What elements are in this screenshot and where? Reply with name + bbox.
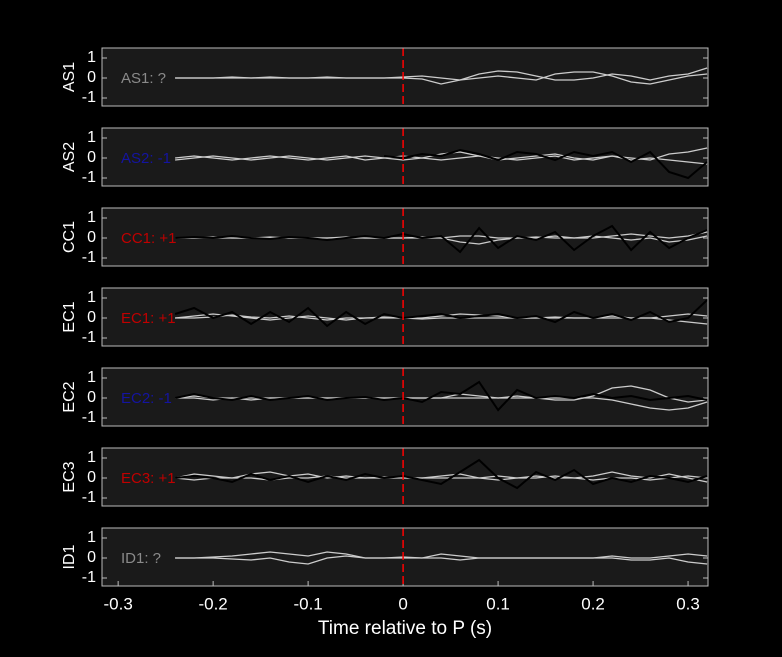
axes-frame bbox=[101, 447, 709, 507]
trace bbox=[383, 148, 708, 180]
annotation: EC2: -1 bbox=[121, 390, 172, 407]
y-axis-label: CC1 bbox=[61, 221, 78, 253]
y-tick-label: 1 bbox=[87, 289, 96, 306]
annotation: AS1: ? bbox=[121, 70, 166, 87]
y-tick-label: 1 bbox=[87, 369, 96, 386]
axes-frame bbox=[101, 207, 709, 267]
x-tick-label: -0.3 bbox=[103, 594, 132, 613]
x-tick-label: -0.1 bbox=[293, 594, 322, 613]
trace bbox=[174, 471, 708, 483]
panel: -1 0 1 EC2: -1 EC2 bbox=[61, 367, 709, 427]
trace bbox=[175, 475, 708, 481]
trace bbox=[175, 147, 708, 161]
y-tick-label: 0 bbox=[87, 309, 96, 326]
annotation: EC3: +1 bbox=[121, 470, 176, 487]
x-tick-label: -0.2 bbox=[198, 594, 227, 613]
annotation: ID1: ? bbox=[121, 550, 161, 567]
panel: -1 0 1 CC1: +1 CC1 bbox=[61, 207, 709, 267]
y-tick-label: 0 bbox=[87, 229, 96, 246]
y-tick-label: -1 bbox=[82, 489, 96, 506]
annotation: AS2: -1 bbox=[121, 150, 171, 167]
trace bbox=[174, 380, 708, 412]
y-axis-label: EC1 bbox=[61, 301, 78, 332]
panel: -1 0 1 EC3: +1 EC3 bbox=[61, 447, 709, 507]
trace bbox=[175, 155, 708, 165]
annotation: EC1: +1 bbox=[121, 310, 176, 327]
panel: -1 0 1 AS1: ? AS1 bbox=[61, 47, 709, 107]
y-tick-label: 0 bbox=[87, 149, 96, 166]
y-tick-label: -1 bbox=[82, 89, 96, 106]
x-axis-label: Time relative to P (s) bbox=[318, 618, 492, 639]
y-axis-label: EC2 bbox=[61, 381, 78, 412]
y-tick-label: -1 bbox=[82, 249, 96, 266]
y-tick-label: -1 bbox=[82, 409, 96, 426]
trace bbox=[175, 555, 708, 565]
trace bbox=[175, 71, 708, 85]
axes-frame bbox=[101, 527, 709, 587]
y-tick-label: -1 bbox=[82, 329, 96, 346]
y-tick-label: 0 bbox=[87, 469, 96, 486]
x-tick-label: 0.1 bbox=[486, 594, 510, 613]
x-tick-label: 0 bbox=[398, 594, 407, 613]
annotation: CC1: +1 bbox=[121, 230, 176, 247]
y-axis-label: ID1 bbox=[61, 544, 78, 569]
y-tick-label: 0 bbox=[87, 389, 96, 406]
trace bbox=[175, 551, 708, 559]
y-axis-label: EC3 bbox=[61, 461, 78, 492]
trace bbox=[174, 299, 708, 328]
panel: -1 0 1 -0.3 -0.2 -0.1 0 0.1 0.2 0.3 ID1: ? ID1 Time … bbox=[61, 527, 709, 639]
y-axis-label: AS2 bbox=[61, 142, 78, 172]
trace bbox=[174, 458, 708, 490]
y-tick-label: 1 bbox=[87, 209, 96, 226]
y-axis-label: AS1 bbox=[61, 62, 78, 92]
x-tick-label: 0.3 bbox=[676, 594, 700, 613]
trace bbox=[175, 313, 708, 325]
trace bbox=[175, 67, 708, 85]
y-tick-label: 0 bbox=[87, 69, 96, 86]
trace bbox=[175, 224, 708, 254]
y-tick-label: 0 bbox=[87, 549, 96, 566]
y-tick-label: -1 bbox=[82, 569, 96, 586]
panel: -1 0 1 EC1: +1 EC1 bbox=[61, 287, 709, 347]
axes-frame bbox=[101, 287, 709, 347]
x-tick-label: 0.2 bbox=[581, 594, 605, 613]
y-tick-label: 1 bbox=[87, 129, 96, 146]
panel: -1 0 1 AS2: -1 AS2 bbox=[61, 127, 709, 187]
y-tick-label: -1 bbox=[82, 169, 96, 186]
y-tick-label: 1 bbox=[87, 529, 96, 546]
axes-frame bbox=[101, 367, 709, 427]
y-tick-label: 1 bbox=[87, 49, 96, 66]
axes-frame bbox=[101, 47, 709, 107]
axes-frame bbox=[101, 127, 709, 187]
y-tick-label: 1 bbox=[87, 449, 96, 466]
